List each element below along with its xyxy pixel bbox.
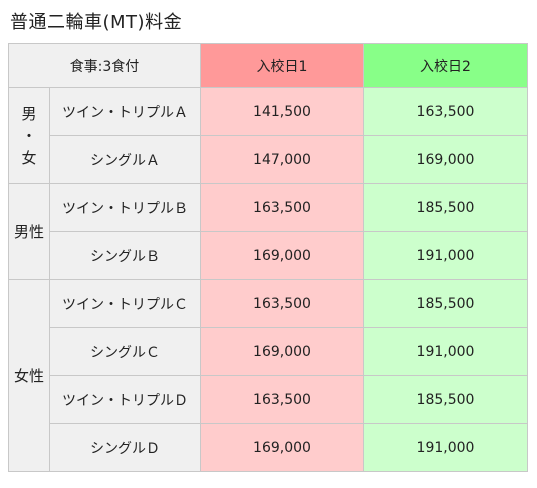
price-day2-cell: 185,500 xyxy=(363,375,528,424)
table-row: シングルＡ 147,000 169,000 xyxy=(9,135,528,184)
table-row: 女性 ツイン・トリプルＣ 163,500 185,500 xyxy=(8,279,528,472)
table-row: 男 ・ 女 ツイン・トリプルＡ 141,500 163,500 xyxy=(8,87,528,184)
price-day1-cell: 141,500 xyxy=(200,87,364,136)
price-day1-cell: 163,500 xyxy=(200,279,364,328)
group-label-line: ・ xyxy=(21,126,37,145)
room-type-cell: ツイン・トリプルＢ xyxy=(49,183,201,232)
price-day2-cell: 185,500 xyxy=(363,183,528,232)
price-day2-cell: 191,000 xyxy=(363,327,528,376)
price-day2-cell: 191,000 xyxy=(363,423,528,472)
price-day2-cell: 163,500 xyxy=(363,87,528,136)
group-label-mixed: 男 ・ 女 xyxy=(8,87,50,184)
page-title: 普通二輪車(MT)料金 xyxy=(10,12,183,33)
table-header-row: 食事:3食付 入校日1 入校日2 xyxy=(8,43,528,88)
price-day2-cell: 191,000 xyxy=(363,231,528,280)
table-row: シングルＣ 169,000 191,000 xyxy=(9,327,528,376)
meal-plan-header: 食事:3食付 xyxy=(8,43,201,88)
room-type-cell: ツイン・トリプルＤ xyxy=(49,375,201,424)
price-day1-cell: 147,000 xyxy=(200,135,364,184)
group-label-line: 男 xyxy=(21,104,37,123)
room-type-cell: シングルＣ xyxy=(49,327,201,376)
room-type-cell: シングルＡ xyxy=(49,135,201,184)
room-type-cell: ツイン・トリプルＣ xyxy=(49,279,201,328)
price-day1-cell: 169,000 xyxy=(200,327,364,376)
group-label-line: 女 xyxy=(21,148,37,167)
table-row: シングルＤ 169,000 191,000 xyxy=(9,423,528,472)
entry-day-2-header: 入校日2 xyxy=(363,43,528,88)
group-label-male: 男性 xyxy=(8,183,50,280)
price-day1-cell: 163,500 xyxy=(200,183,364,232)
entry-day-1-header: 入校日1 xyxy=(200,43,364,88)
room-type-cell: シングルＢ xyxy=(49,231,201,280)
group-label-female: 女性 xyxy=(8,279,50,472)
price-day1-cell: 163,500 xyxy=(200,375,364,424)
room-type-cell: ツイン・トリプルＡ xyxy=(49,87,201,136)
table-row: 男性 ツイン・トリプルＢ 163,500 185,500 xyxy=(8,183,528,280)
table-row: シングルＢ 169,000 191,000 xyxy=(9,231,528,280)
table-row: ツイン・トリプルＤ 163,500 185,500 xyxy=(9,375,528,424)
room-type-cell: シングルＤ xyxy=(49,423,201,472)
price-day1-cell: 169,000 xyxy=(200,231,364,280)
price-day1-cell: 169,000 xyxy=(200,423,364,472)
price-day2-cell: 169,000 xyxy=(363,135,528,184)
fee-table: 食事:3食付 入校日1 入校日2 男 ・ 女 ツイン・トリプルＡ 141,500… xyxy=(8,43,528,472)
price-day2-cell: 185,500 xyxy=(363,279,528,328)
